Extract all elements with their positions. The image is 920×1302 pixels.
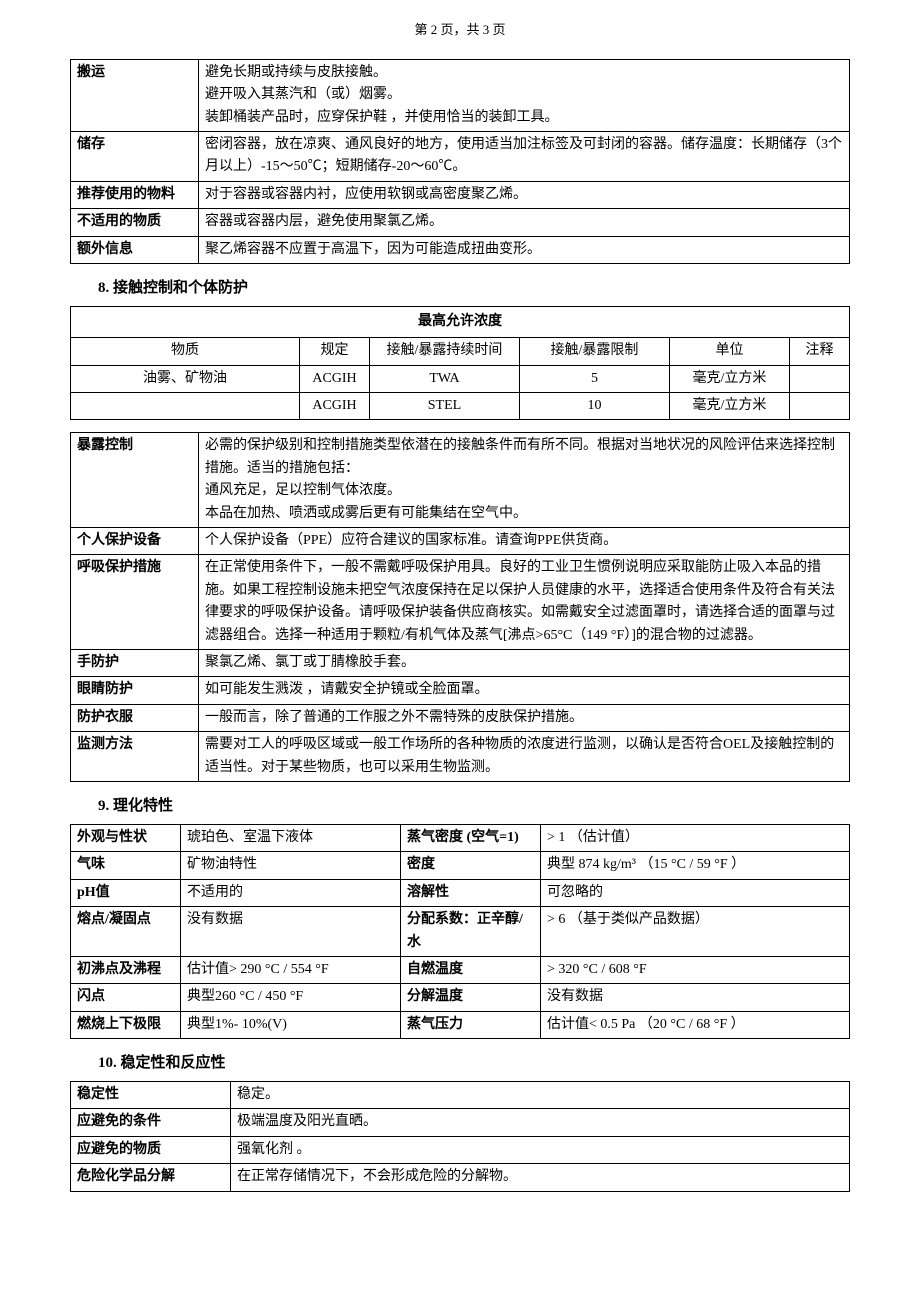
exposure-text: 必需的保护级别和控制措施类型依潜在的接触条件而有所不同。根据对当地状况的风险评估… [199, 433, 850, 528]
exposure-label: 个人保护设备 [71, 528, 199, 555]
concentration-table: 最高允许浓度 物质规定接触/暴露持续时间接触/暴露限制单位注释 油雾、矿物油AC… [70, 306, 850, 421]
prop-cell: 分配系数：正辛醇/水 [401, 907, 541, 957]
exposure-label: 防护衣服 [71, 704, 199, 731]
exposure-label: 眼睛防护 [71, 677, 199, 704]
stab-text: 极端温度及阳光直晒。 [231, 1109, 850, 1136]
prop-cell: 矿物油特性 [181, 852, 401, 879]
prop-cell: 分解温度 [401, 984, 541, 1011]
prop-cell: 蒸气压力 [401, 1011, 541, 1038]
prop-cell: > 6 （基于类似产品数据） [541, 907, 850, 957]
row-label: 储存 [71, 131, 199, 181]
prop-cell: 没有数据 [181, 907, 401, 957]
conc-header: 最高允许浓度 [71, 306, 850, 337]
prop-cell: 没有数据 [541, 984, 850, 1011]
conc-cell: STEL [370, 393, 520, 420]
prop-cell: 溶解性 [401, 879, 541, 906]
conc-cell: 毫克/立方米 [670, 393, 790, 420]
conc-col-header: 物质 [71, 338, 300, 365]
prop-cell: 密度 [401, 852, 541, 879]
conc-cell: 5 [520, 365, 670, 392]
handling-storage-table: 搬运避免长期或持续与皮肤接触。 避开吸入其蒸汽和（或）烟雾。 装卸桶装产品时，应… [70, 59, 850, 264]
row-label: 额外信息 [71, 236, 199, 263]
exposure-label: 监测方法 [71, 732, 199, 782]
conc-cell: 油雾、矿物油 [71, 365, 300, 392]
exposure-control-table: 暴露控制必需的保护级别和控制措施类型依潜在的接触条件而有所不同。根据对当地状况的… [70, 432, 850, 781]
row-label: 不适用的物质 [71, 209, 199, 236]
stab-text: 强氧化剂 。 [231, 1136, 850, 1163]
stab-label: 应避免的物质 [71, 1136, 231, 1163]
exposure-text: 需要对工人的呼吸区域或一般工作场所的各种物质的浓度进行监测，以确认是否符合OEL… [199, 732, 850, 782]
row-text: 容器或容器内层，避免使用聚氯乙烯。 [199, 209, 850, 236]
prop-cell: pH值 [71, 879, 181, 906]
prop-cell: 估计值> 290 °C / 554 °F [181, 956, 401, 983]
prop-cell: 闪点 [71, 984, 181, 1011]
prop-cell: 自燃温度 [401, 956, 541, 983]
conc-col-header: 单位 [670, 338, 790, 365]
prop-cell: 熔点/凝固点 [71, 907, 181, 957]
conc-col-header: 规定 [300, 338, 370, 365]
exposure-text: 一般而言，除了普通的工作服之外不需特殊的皮肤保护措施。 [199, 704, 850, 731]
stab-text: 稳定。 [231, 1082, 850, 1109]
row-label: 推荐使用的物料 [71, 181, 199, 208]
prop-cell: 可忽略的 [541, 879, 850, 906]
exposure-label: 呼吸保护措施 [71, 555, 199, 650]
row-label: 搬运 [71, 59, 199, 131]
stability-table: 稳定性稳定。应避免的条件极端温度及阳光直晒。应避免的物质强氧化剂 。危险化学品分… [70, 1081, 850, 1192]
exposure-text: 聚氯乙烯、氯丁或丁腈橡胶手套。 [199, 650, 850, 677]
prop-cell: 外观与性状 [71, 824, 181, 851]
row-text: 密闭容器，放在凉爽、通风良好的地方，使用适当加注标签及可封闭的容器。储存温度：长… [199, 131, 850, 181]
conc-col-header: 接触/暴露持续时间 [370, 338, 520, 365]
row-text: 避免长期或持续与皮肤接触。 避开吸入其蒸汽和（或）烟雾。 装卸桶装产品时，应穿保… [199, 59, 850, 131]
stab-label: 应避免的条件 [71, 1109, 231, 1136]
prop-cell: 琥珀色、室温下液体 [181, 824, 401, 851]
page-header: 第 2 页，共 3 页 [70, 20, 850, 41]
section10-title: 10. 稳定性和反应性 [98, 1051, 850, 1075]
row-text: 聚乙烯容器不应置于高温下，因为可能造成扭曲变形。 [199, 236, 850, 263]
exposure-text: 如可能发生溅泼 ，请戴安全护镜或全脸面罩。 [199, 677, 850, 704]
conc-cell: ACGIH [300, 393, 370, 420]
prop-cell: 蒸气密度 (空气=1) [401, 824, 541, 851]
stab-label: 稳定性 [71, 1082, 231, 1109]
exposure-label: 暴露控制 [71, 433, 199, 528]
prop-cell: 不适用的 [181, 879, 401, 906]
exposure-text: 个人保护设备（PPE）应符合建议的国家标准。请查询PPE供货商。 [199, 528, 850, 555]
section9-title: 9. 理化特性 [98, 794, 850, 818]
conc-cell: 毫克/立方米 [670, 365, 790, 392]
section8-title: 8. 接触控制和个体防护 [98, 276, 850, 300]
prop-cell: 典型 874 kg/m³ （15 °C / 59 °F ） [541, 852, 850, 879]
properties-table: 外观与性状琥珀色、室温下液体蒸气密度 (空气=1)> 1 （估计值） 气味矿物油特… [70, 824, 850, 1039]
conc-cell [790, 365, 850, 392]
prop-cell: > 320 °C / 608 °F [541, 956, 850, 983]
conc-col-header: 注释 [790, 338, 850, 365]
prop-cell: 燃烧上下极限 [71, 1011, 181, 1038]
stab-label: 危险化学品分解 [71, 1164, 231, 1191]
prop-cell: 初沸点及沸程 [71, 956, 181, 983]
prop-cell: 气味 [71, 852, 181, 879]
exposure-label: 手防护 [71, 650, 199, 677]
conc-cell: TWA [370, 365, 520, 392]
prop-cell: 典型1%- 10%(V) [181, 1011, 401, 1038]
conc-col-header: 接触/暴露限制 [520, 338, 670, 365]
prop-cell: > 1 （估计值） [541, 824, 850, 851]
conc-cell: 10 [520, 393, 670, 420]
conc-cell [790, 393, 850, 420]
row-text: 对于容器或容器内衬，应使用软钢或高密度聚乙烯。 [199, 181, 850, 208]
prop-cell: 典型260 °C / 450 °F [181, 984, 401, 1011]
exposure-text: 在正常使用条件下，一般不需戴呼吸保护用具。良好的工业卫生惯例说明应采取能防止吸入… [199, 555, 850, 650]
conc-cell: ACGIH [300, 365, 370, 392]
stab-text: 在正常存储情况下，不会形成危险的分解物。 [231, 1164, 850, 1191]
conc-cell [71, 393, 300, 420]
prop-cell: 估计值< 0.5 Pa （20 °C / 68 °F ） [541, 1011, 850, 1038]
